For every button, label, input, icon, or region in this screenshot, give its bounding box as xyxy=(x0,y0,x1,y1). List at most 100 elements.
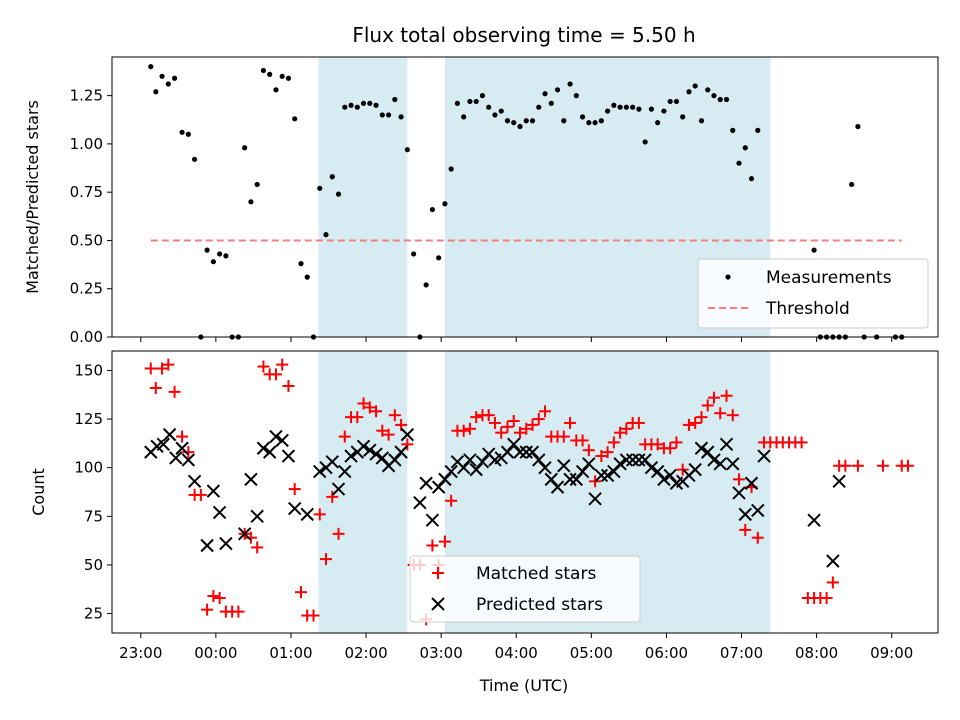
bottom-x-ticks: 23:00 00:00 01:00 02:00 03:00 04:00 05:00 06:00… xyxy=(119,633,913,662)
predicted-stars-point xyxy=(507,437,521,452)
measurements-point xyxy=(504,118,511,124)
predicted-stars-point xyxy=(575,464,590,479)
y-tick-label: 1.25 xyxy=(70,87,103,105)
matched-stars-point xyxy=(670,436,683,449)
matched-stars-point xyxy=(726,409,739,422)
predicted-stars-point xyxy=(162,427,177,442)
measurements-point xyxy=(373,102,379,108)
measurements-point xyxy=(429,206,435,213)
x-axis-label: Time (UTC) xyxy=(479,676,568,695)
measurements-point xyxy=(254,181,260,188)
measurements-point xyxy=(486,104,492,110)
measurements-point xyxy=(404,147,410,153)
bottom-panel: 25 50 75 100 125 150 23:00 00:00 01:00 02:00 03:0… xyxy=(29,350,939,695)
predicted-stars-point xyxy=(400,427,415,442)
predicted-stars-point xyxy=(832,474,846,489)
measurements-point xyxy=(673,98,680,105)
matched-stars-point xyxy=(576,434,589,447)
bottom-axes-frame xyxy=(111,350,939,634)
measurements-point xyxy=(748,176,755,182)
predicted-stars-point xyxy=(269,429,283,444)
measurements-point xyxy=(680,114,686,120)
matched-stars-point xyxy=(232,605,245,618)
y-tick-label: 50 xyxy=(84,556,103,574)
measurements-point xyxy=(849,181,855,188)
predicted-stars-point xyxy=(688,462,702,477)
measurements-point xyxy=(492,112,498,118)
matched-stars-point xyxy=(363,401,376,414)
predicted-stars-point xyxy=(206,484,221,498)
matched-stars-point xyxy=(701,399,714,412)
predicted-stars-point xyxy=(588,492,602,506)
measurements-point xyxy=(260,67,267,74)
matched-stars-point xyxy=(520,422,533,435)
matched-stars-point xyxy=(156,362,169,375)
predicted-stars-point xyxy=(212,505,227,520)
predicted-stars-point xyxy=(557,459,571,473)
matched-stars-point xyxy=(207,590,220,603)
matched-stars-point xyxy=(162,358,175,371)
matched-stars-point xyxy=(495,426,508,439)
measurements-point xyxy=(329,174,335,180)
matched-stars-point xyxy=(244,531,257,544)
predicted-stars-point xyxy=(532,453,546,467)
measurements-point xyxy=(692,83,698,89)
matched-stars-point xyxy=(351,411,364,424)
matched-stars-point xyxy=(714,407,727,420)
matched-stars-point xyxy=(401,438,414,451)
predicted-stars-point xyxy=(325,455,339,469)
y-tick-label: 0.25 xyxy=(70,280,103,298)
matched-stars-point xyxy=(338,430,351,443)
matched-stars-point xyxy=(751,531,764,544)
measurements-point xyxy=(636,106,642,112)
legend-measurements-marker xyxy=(725,274,731,280)
matched-stars-point xyxy=(470,411,483,424)
matched-stars-point xyxy=(820,591,833,604)
predicted-stars-point xyxy=(281,449,296,463)
predicted-stars-point xyxy=(237,527,252,541)
predicted-stars-point xyxy=(419,476,433,490)
predicted-stars-point xyxy=(187,474,202,489)
predicted-stars-point xyxy=(757,449,771,463)
matched-stars-point xyxy=(564,416,577,429)
predicted-stars-point xyxy=(638,453,652,467)
bottom-y-axis-label: Count xyxy=(29,468,48,516)
measurements-point xyxy=(223,253,229,259)
matched-stars-point xyxy=(313,508,326,521)
matched-stars-point xyxy=(357,397,370,410)
matched-stars-point xyxy=(632,416,645,429)
x-tick-label: 03:00 xyxy=(420,644,463,662)
predicted-stars-point xyxy=(169,451,183,465)
x-tick-label: 09:00 xyxy=(870,644,913,662)
predicted-stars-point xyxy=(726,457,740,471)
predicted-stars-point xyxy=(363,443,377,457)
measurements-point xyxy=(367,100,373,106)
measurements-point xyxy=(335,191,342,197)
predicted-stars-point xyxy=(444,464,458,479)
measurements-point xyxy=(705,87,711,93)
predicted-stars-point xyxy=(313,464,327,479)
legend-threshold-label: Threshold xyxy=(765,299,850,319)
top-y-ticks: 0.00 0.25 0.50 0.75 1.00 1.25 xyxy=(70,87,112,346)
measurements-point xyxy=(354,104,360,110)
matched-stars-point xyxy=(149,381,162,394)
measurements-point xyxy=(467,98,473,105)
matched-stars-point xyxy=(539,405,552,418)
measurements-point xyxy=(273,87,279,93)
predicted-stars-point xyxy=(431,480,446,494)
matched-stars-point xyxy=(839,459,852,472)
matched-stars-point xyxy=(733,473,746,486)
predicted-stars-point xyxy=(550,480,565,494)
matched-stars-point xyxy=(513,426,526,439)
measurements-point xyxy=(165,81,171,87)
predicted-stars-point xyxy=(375,451,390,465)
measurements-point xyxy=(523,118,529,124)
predicted-stars-point xyxy=(200,538,214,553)
predicted-stars-point xyxy=(632,453,646,467)
matched-stars-point xyxy=(851,459,864,472)
matched-stars-point xyxy=(370,405,383,418)
matched-stars-point xyxy=(282,380,295,393)
matched-stars-point xyxy=(614,426,627,439)
measurements-point xyxy=(554,87,561,93)
measurements-point xyxy=(385,112,392,118)
